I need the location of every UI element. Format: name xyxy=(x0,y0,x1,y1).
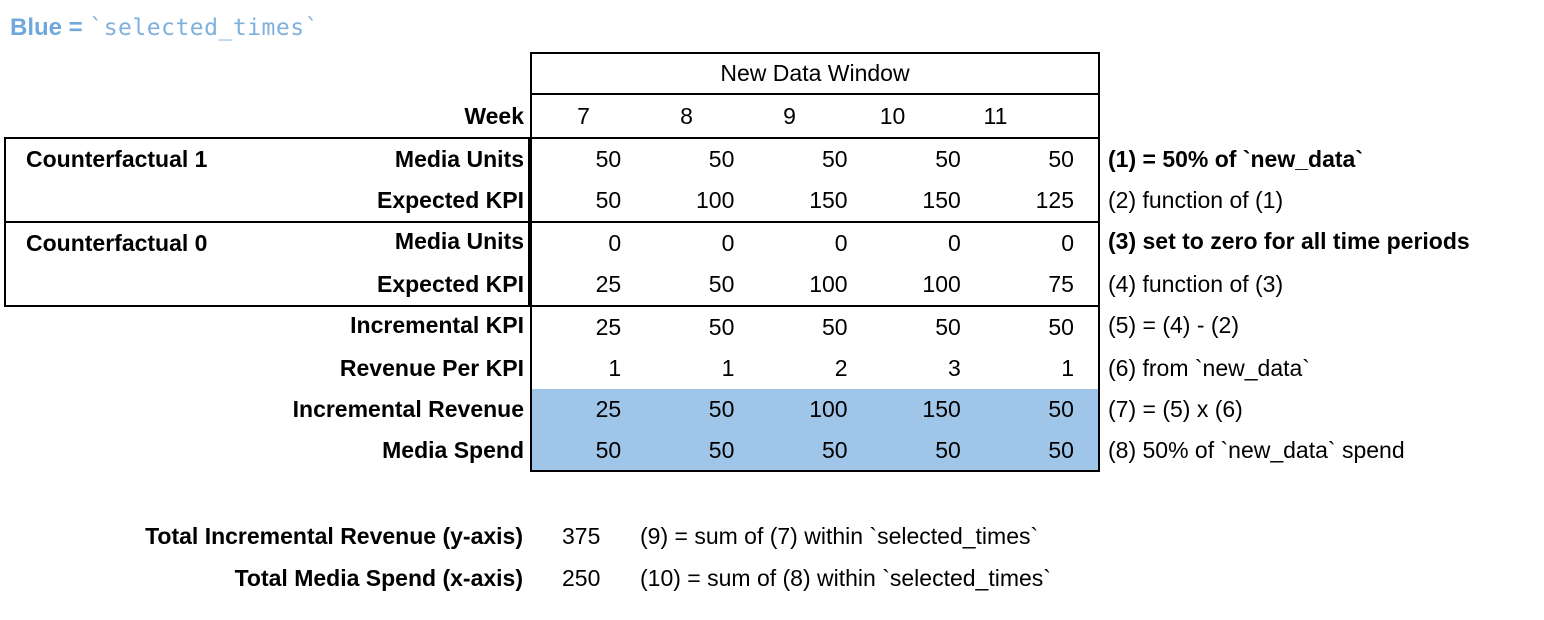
annotation-8: (8) 50% of `new_data` spend xyxy=(1108,436,1405,463)
table-cell: 50 xyxy=(595,436,622,463)
table-cell: 50 xyxy=(1048,396,1074,422)
data-table: New Data Window 7 8 9 10 11 50 50 50 50 … xyxy=(530,52,1100,472)
table-cell: 50 xyxy=(822,436,848,463)
table-cell: 50 xyxy=(822,146,848,172)
annotation-9: (9) = sum of (7) within `selected_times` xyxy=(640,523,1039,549)
table-cell: 50 xyxy=(1048,314,1074,340)
total-media-spend-label: Total Media Spend (x-axis) xyxy=(234,565,523,591)
table-cell: 50 xyxy=(1048,436,1074,463)
table-cell: 0 xyxy=(948,230,961,256)
table-cell: 2 xyxy=(834,355,848,381)
week-9: 9 xyxy=(783,103,796,129)
total-media-spend-value: 250 xyxy=(562,565,601,591)
table-cell: 150 xyxy=(922,187,961,213)
table-cell: 50 xyxy=(708,436,735,463)
row-label-media-spend: Media Spend xyxy=(382,436,524,463)
table-cell: 100 xyxy=(922,271,961,297)
derived-rows: 25 50 50 50 50 1 1 2 3 1 xyxy=(532,307,1098,389)
week-10: 10 xyxy=(879,103,906,129)
table-cell: 50 xyxy=(595,146,622,172)
table-cell: 0 xyxy=(721,230,735,256)
legend-code: `selected_times` xyxy=(89,15,319,41)
table-cell: 125 xyxy=(1035,187,1074,213)
annotation-6: (6) from `new_data` xyxy=(1108,355,1310,381)
table-cell: 50 xyxy=(935,146,961,172)
new-data-window-header: New Data Window xyxy=(532,54,1098,95)
table-cell: 1 xyxy=(608,355,622,381)
selected-times-highlighted-rows: 25 50 100 150 50 50 50 50 50 50 xyxy=(532,389,1098,470)
week-7: 7 xyxy=(577,103,590,129)
table-cell: 25 xyxy=(595,271,622,297)
legend-text: Blue = xyxy=(10,14,90,41)
row-label-media-units-cf0: Media Units xyxy=(394,228,524,254)
annotation-3: (3) set to zero for all time periods xyxy=(1108,228,1470,254)
table-cell: 100 xyxy=(696,187,735,213)
counterfactual-0-rows: 0 0 0 0 0 25 50 100 100 75 xyxy=(532,223,1098,307)
table-cell: 50 xyxy=(708,146,735,172)
table-cell: 1 xyxy=(721,355,735,381)
counterfactual-1-label: Counterfactual 1 xyxy=(26,146,208,172)
annotation-1: (1) = 50% of `new_data` xyxy=(1108,146,1363,172)
table-cell: 100 xyxy=(809,396,848,422)
table-cell: 100 xyxy=(809,271,848,297)
annotation-7: (7) = (5) x (6) xyxy=(1108,396,1243,422)
table-cell: 50 xyxy=(1048,146,1074,172)
annotation-10: (10) = sum of (8) within `selected_times… xyxy=(640,565,1051,591)
week-header-label: Week xyxy=(464,103,524,129)
row-label-revenue-per-kpi: Revenue Per KPI xyxy=(339,355,524,381)
total-incremental-revenue-value: 375 xyxy=(562,523,601,549)
annotation-4: (4) function of (3) xyxy=(1108,271,1284,297)
table-cell: 50 xyxy=(822,314,848,340)
annotation-5: (5) = (4) - (2) xyxy=(1108,312,1239,338)
total-incremental-revenue-label: Total Incremental Revenue (y-axis) xyxy=(145,523,523,549)
table-cell: 25 xyxy=(595,396,622,422)
table-cell: 150 xyxy=(922,396,961,422)
row-label-column: Media Units Expected KPI Media Units Exp… xyxy=(0,139,524,470)
table-cell: 1 xyxy=(1061,355,1074,381)
table-cell: 50 xyxy=(595,187,622,213)
counterfactual-1-rows: 50 50 50 50 50 50 100 150 150 125 xyxy=(532,139,1098,223)
legend: Blue = `selected_times` xyxy=(10,14,319,42)
table-cell: 50 xyxy=(708,396,735,422)
table-cell: 25 xyxy=(595,314,622,340)
row-label-media-units-cf1: Media Units xyxy=(394,146,524,172)
row-label-incremental-kpi: Incremental KPI xyxy=(350,312,524,338)
annotation-column: (1) = 50% of `new_data` (2) function of … xyxy=(1108,139,1470,470)
table-cell: 3 xyxy=(948,355,961,381)
counterfactual-0-label: Counterfactual 0 xyxy=(26,230,208,256)
row-label-expected-kpi-cf1: Expected KPI xyxy=(377,187,524,213)
week-8: 8 xyxy=(680,103,693,129)
row-label-incremental-revenue: Incremental Revenue xyxy=(292,396,524,422)
row-label-expected-kpi-cf0: Expected KPI xyxy=(377,271,524,297)
table-cell: 50 xyxy=(935,314,961,340)
annotation-2: (2) function of (1) xyxy=(1108,187,1284,213)
table-cell: 75 xyxy=(1048,271,1074,297)
week-row: 7 8 9 10 11 xyxy=(532,95,1098,139)
counterfactual-0-box xyxy=(4,221,530,307)
table-cell: 50 xyxy=(708,314,735,340)
table-cell: 50 xyxy=(708,271,735,297)
table-cell: 0 xyxy=(608,230,622,256)
table-cell: 150 xyxy=(809,187,848,213)
table-cell: 0 xyxy=(834,230,848,256)
week-11: 11 xyxy=(983,103,1008,129)
table-cell: 50 xyxy=(935,436,961,463)
table-cell: 0 xyxy=(1061,230,1074,256)
